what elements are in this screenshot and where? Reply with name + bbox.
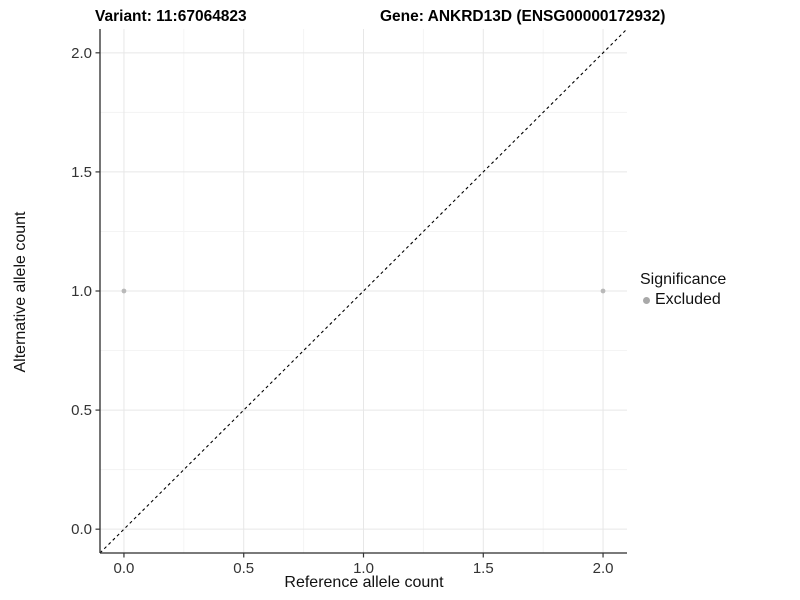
y-axis-title: Alternative allele count [12, 211, 29, 373]
data-point [600, 288, 606, 294]
plot-title-gene: Gene: ANKRD13D (ENSG00000172932) [380, 8, 666, 25]
x-tick-label: 1.0 [353, 560, 374, 577]
legend-item-label: Excluded [655, 291, 721, 308]
x-tick-label: 0.5 [233, 560, 254, 577]
y-tick-label: 1.5 [71, 164, 92, 181]
y-tick-label: 0.0 [71, 521, 92, 538]
y-tick-label: 1.0 [71, 283, 92, 300]
x-tick-label: 0.0 [114, 560, 135, 577]
legend-title: Significance [640, 271, 727, 288]
plot-title-variant: Variant: 11:67064823 [95, 8, 247, 25]
y-tick-label: 2.0 [71, 45, 92, 62]
data-point [121, 288, 127, 294]
x-tick-label: 1.5 [473, 560, 494, 577]
legend-item: Excluded [640, 291, 726, 309]
legend: Significance Excluded [640, 271, 726, 309]
x-tick-label: 2.0 [593, 560, 614, 577]
identity-reference-line [99, 28, 628, 554]
legend-marker-icon [643, 296, 650, 304]
y-tick-label: 0.5 [71, 402, 92, 419]
x-axis-title: Reference allele count [284, 574, 444, 591]
